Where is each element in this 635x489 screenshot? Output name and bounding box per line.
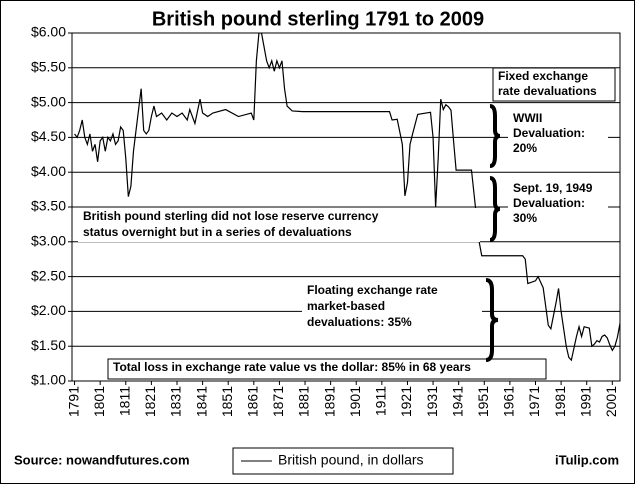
x-tick-label: 1901 — [347, 386, 363, 417]
legend-box — [232, 447, 454, 475]
plot-lines — [74, 33, 620, 362]
x-tick-label: 1831 — [168, 386, 184, 417]
series-line — [74, 33, 620, 362]
y-tick-label: $4.50 — [31, 128, 66, 144]
annotation-box — [508, 110, 608, 160]
annotation-box — [78, 208, 480, 242]
annotation-text: Sept. 19, 1949 — [513, 181, 593, 195]
annotation-text: WWII — [513, 111, 542, 125]
source: Source: nowandfutures.com — [14, 452, 190, 467]
x-tick-label: 1851 — [219, 386, 235, 417]
x-tick-label: 1981 — [552, 386, 568, 417]
x-tick-label: 1931 — [424, 386, 440, 417]
y-tick-label: $4.00 — [31, 163, 66, 179]
x-tick-label: 1891 — [321, 386, 337, 417]
y-tick-label: $2.00 — [31, 302, 66, 318]
annotation-text: devaluations: 35% — [307, 315, 412, 329]
x-tick-label: 1791 — [65, 386, 81, 417]
annotation-text: Devaluation: — [513, 126, 585, 140]
y-tick-label: $6.00 — [31, 24, 66, 40]
y-tick-label: $5.00 — [31, 93, 66, 109]
y-tick-label: $1.50 — [31, 337, 66, 353]
x-tick-label: 1861 — [245, 386, 261, 417]
x-tick-label: 2001 — [603, 386, 619, 417]
x-tick-label: 1811 — [116, 386, 132, 416]
x-tick-label: 1881 — [296, 386, 312, 417]
x-tick-label: 1991 — [577, 386, 593, 417]
annotation-text: rate devaluations — [498, 84, 597, 98]
annotation-box — [107, 358, 547, 380]
x-tick-label: 1951 — [475, 386, 491, 417]
y-tick-label: $2.50 — [31, 267, 66, 283]
legend-label: British pound, in dollars — [278, 452, 424, 468]
x-tick-label: 1821 — [142, 386, 158, 417]
annotation-text: market-based — [307, 299, 385, 313]
annotation-text: 20% — [513, 141, 537, 155]
annotation-box — [492, 67, 616, 102]
x-tick-label: 1971 — [526, 386, 542, 417]
y-tick-label: $5.50 — [31, 59, 66, 75]
x-tick-label: 1941 — [449, 386, 465, 417]
axes: $1.00 $1.50 $2.00 $2.50 $3.00 $3.50 $4.00 $4.50… — [31, 24, 619, 417]
annotation-text: Fixed exchange — [498, 69, 588, 83]
y-tick-label: $3.50 — [31, 198, 66, 214]
y-tick-label: $3.00 — [31, 233, 66, 249]
annotation-text: Devaluation: — [513, 196, 585, 210]
annotation-text: 30% — [513, 211, 537, 225]
annotation-box — [302, 282, 482, 332]
x-tick-label: 1961 — [501, 386, 517, 417]
x-tick-label: 1871 — [270, 386, 286, 417]
annotation-box — [508, 180, 608, 230]
y-tick-label: $1.00 — [31, 372, 66, 388]
brace — [485, 278, 499, 362]
chart-title: British pound sterling 1791 to 2009 — [152, 8, 484, 30]
x-tick-label: 1911 — [373, 386, 389, 416]
annotation-text: British pound sterling did not lose rese… — [83, 209, 379, 223]
x-tick-label: 1841 — [193, 386, 209, 417]
annotation-text: status overnight but in a series of deva… — [83, 225, 352, 239]
credit: iTulip.com — [555, 452, 619, 467]
annotation-text: Total loss in exchange rate value vs the… — [113, 360, 471, 374]
annotation-text: Floating exchange rate — [307, 283, 438, 297]
x-tick-label: 1801 — [91, 386, 107, 417]
brace — [489, 104, 501, 168]
x-tick-label: 1921 — [398, 386, 414, 417]
brace — [489, 176, 501, 242]
